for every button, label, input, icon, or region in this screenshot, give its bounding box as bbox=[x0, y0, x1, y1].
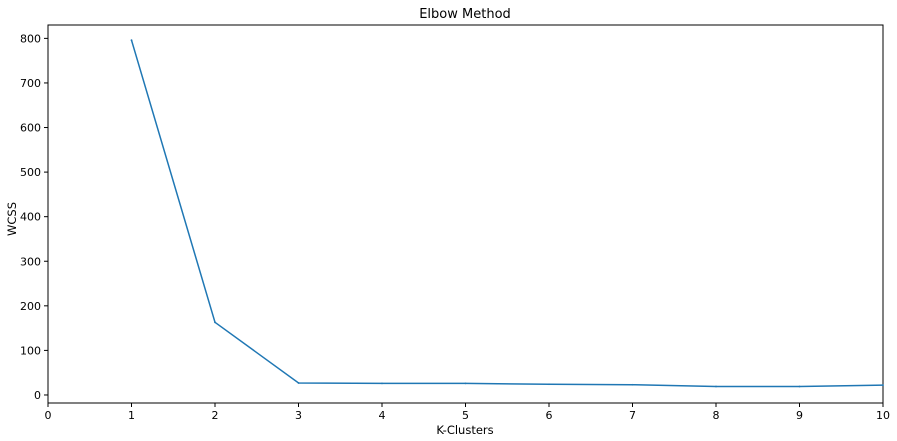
x-tick-label: 4 bbox=[379, 409, 386, 422]
y-tick-label: 200 bbox=[20, 300, 41, 313]
x-tick-label: 1 bbox=[128, 409, 135, 422]
data-point bbox=[631, 383, 634, 386]
y-tick-label: 600 bbox=[20, 122, 41, 135]
x-tick-label: 10 bbox=[876, 409, 890, 422]
data-point bbox=[548, 383, 550, 386]
data-point bbox=[130, 39, 133, 42]
y-tick-label: 500 bbox=[20, 166, 41, 179]
x-tick-label: 6 bbox=[546, 409, 553, 422]
x-tick-label: 3 bbox=[295, 409, 302, 422]
x-tick-label: 5 bbox=[462, 409, 469, 422]
x-tick-label: 0 bbox=[45, 409, 52, 422]
y-tick-label: 0 bbox=[34, 389, 41, 402]
y-tick-label: 800 bbox=[20, 32, 41, 45]
x-tick-label: 8 bbox=[713, 409, 720, 422]
plot-frame bbox=[47, 24, 884, 404]
x-tick-label: 7 bbox=[629, 409, 636, 422]
y-tick-label: 300 bbox=[20, 255, 41, 268]
data-point bbox=[715, 385, 717, 388]
x-tick-label: 9 bbox=[796, 409, 803, 422]
series-line bbox=[130, 39, 884, 388]
y-tick-label: 100 bbox=[20, 344, 41, 357]
data-point bbox=[381, 382, 383, 385]
y-tick-label: 400 bbox=[20, 211, 41, 224]
data-point bbox=[798, 385, 801, 388]
x-axis-label: K-Clusters bbox=[436, 423, 493, 437]
data-point bbox=[882, 384, 884, 387]
y-tick-label: 700 bbox=[20, 77, 41, 90]
data-point bbox=[464, 382, 467, 385]
data-point bbox=[214, 321, 216, 324]
data-point bbox=[297, 382, 300, 384]
chart-title: Elbow Method bbox=[419, 7, 511, 22]
y-axis-label: WCSS bbox=[5, 202, 19, 236]
x-tick-label: 2 bbox=[212, 409, 219, 422]
